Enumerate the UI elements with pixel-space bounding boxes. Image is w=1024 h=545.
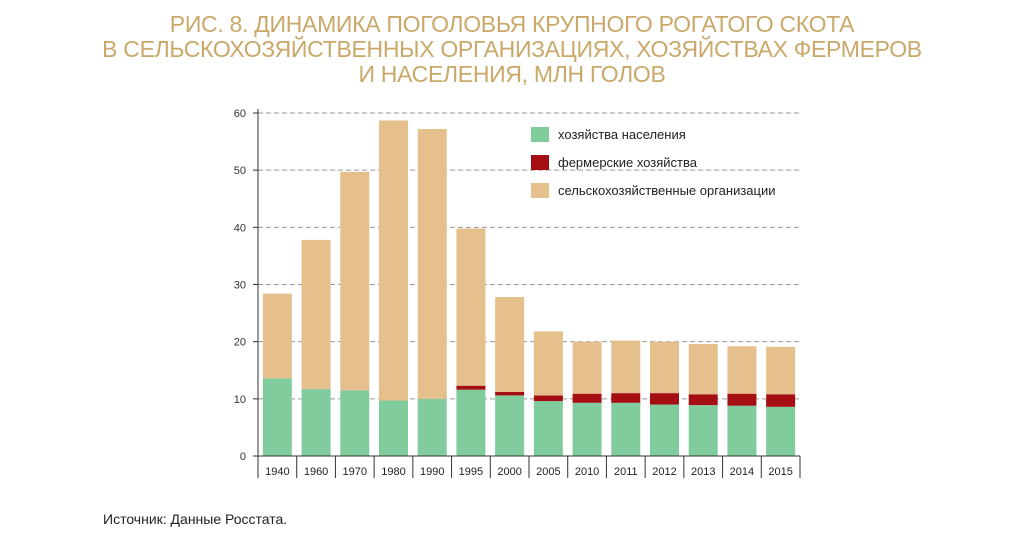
chart-title-line-1: РИС. 8. ДИНАМИКА ПОГОЛОВЬЯ КРУПНОГО РОГА…	[169, 11, 855, 37]
bar-1960-series-0	[301, 389, 331, 456]
legend-label-1: фермерские хозяйства	[558, 155, 698, 170]
y-tick-label-0: 0	[240, 451, 246, 463]
bar-2014-series-0	[727, 405, 757, 456]
x-tick-label-1940: 1940	[265, 466, 289, 478]
bar-1970-series-0	[340, 390, 370, 456]
chart-title-line-2: В СЕЛЬСКОХОЗЯЙСТВЕННЫХ ОРГАНИЗАЦИЯХ, ХОЗ…	[102, 36, 922, 62]
bar-1980-series-0	[379, 400, 408, 456]
x-tick-label-1960: 1960	[304, 466, 328, 478]
x-tick-label-2000: 2000	[497, 466, 521, 478]
x-tick-label-1970: 1970	[343, 466, 367, 478]
bar-1995-series-1	[456, 385, 486, 390]
bar-2011-series-1	[611, 393, 641, 403]
x-tick-label-2015: 2015	[768, 466, 792, 478]
bar-2011-series-0	[611, 402, 641, 456]
bar-1990-series-2	[417, 129, 447, 399]
bar-2015-series-0	[766, 406, 796, 456]
bar-2012-series-1	[650, 393, 679, 405]
bar-2012-series-0	[650, 404, 679, 456]
bar-1980-series-2	[379, 120, 408, 401]
bar-1970-series-2	[340, 171, 370, 391]
bar-2013-series-1	[688, 394, 718, 406]
y-tick-label-20: 20	[234, 337, 246, 349]
bar-2015-series-2	[766, 346, 796, 395]
bar-2000-series-2	[495, 297, 525, 392]
x-tick-label-1980: 1980	[381, 466, 405, 478]
chart-title-line-3: И НАСЕЛЕНИЯ, МЛН ГОЛОВ	[358, 61, 666, 87]
x-tick-label-2013: 2013	[691, 466, 715, 478]
x-tick-label-2010: 2010	[575, 466, 599, 478]
x-tick-label-2011: 2011	[614, 466, 638, 478]
legend-swatch-1	[531, 155, 549, 170]
bar-2012-series-2	[650, 341, 679, 394]
x-tick-label-1990: 1990	[420, 466, 444, 478]
bar-1990-series-0	[417, 398, 447, 456]
x-tick-label-1995: 1995	[459, 466, 483, 478]
bar-2013-series-2	[688, 343, 718, 395]
bar-2011-series-2	[611, 340, 641, 394]
bar-1940-series-2	[262, 293, 292, 379]
bar-2010-series-1	[572, 393, 602, 403]
y-tick-label-60: 60	[234, 108, 246, 120]
legend-label-0: хозяйства населения	[558, 127, 686, 142]
y-tick-label-30: 30	[234, 280, 246, 292]
bar-2000-series-0	[495, 395, 525, 456]
bar-1995-series-0	[456, 389, 486, 456]
bar-2005-series-0	[533, 401, 563, 456]
x-tick-label-2012: 2012	[652, 466, 676, 478]
bar-1960-series-2	[301, 239, 331, 390]
x-tick-label-2014: 2014	[730, 466, 754, 478]
bar-2000-series-1	[495, 391, 525, 396]
legend-swatch-0	[531, 127, 549, 142]
bar-2010-series-2	[572, 341, 602, 394]
legend-swatch-2	[531, 183, 549, 198]
bar-2014-series-1	[727, 393, 757, 406]
y-tick-label-10: 10	[234, 394, 246, 406]
x-tick-label-2005: 2005	[536, 466, 560, 478]
legend-label-2: сельскохозяйственные организации	[558, 183, 776, 198]
bar-1995-series-2	[456, 228, 486, 386]
source-note: Источник: Данные Росстата.	[103, 511, 288, 527]
bar-2005-series-2	[533, 331, 563, 396]
bar-1940-series-0	[262, 378, 292, 456]
y-tick-label-40: 40	[234, 222, 246, 234]
bar-2010-series-0	[572, 402, 602, 456]
bar-2014-series-2	[727, 346, 757, 394]
chart-title: РИС. 8. ДИНАМИКА ПОГОЛОВЬЯ КРУПНОГО РОГА…	[0, 12, 1024, 87]
bar-2013-series-0	[688, 405, 718, 456]
bar-2015-series-1	[766, 394, 796, 407]
bar-2005-series-1	[533, 395, 563, 402]
y-tick-label-50: 50	[234, 165, 246, 177]
